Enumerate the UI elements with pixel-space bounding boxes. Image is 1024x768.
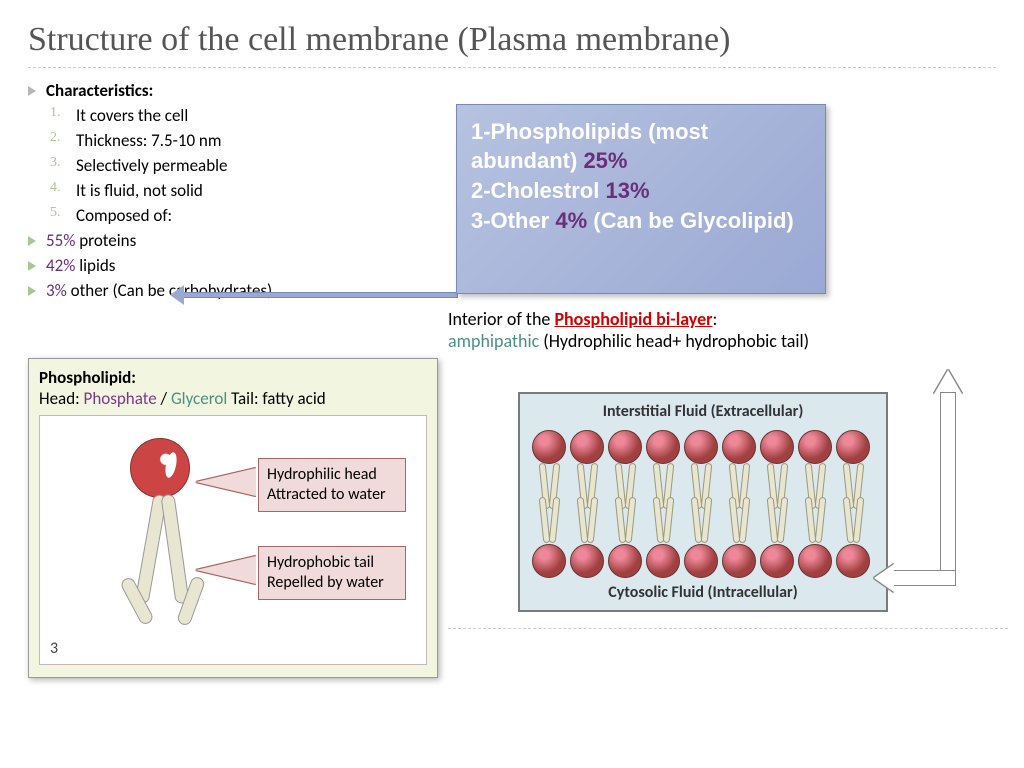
bullet-icon (28, 236, 36, 246)
composition-item: 55% proteins (28, 230, 428, 251)
list-number: 3. (50, 155, 64, 171)
interior-tail: (Hydrophilic head+ hydrophobic tail) (539, 330, 809, 352)
interior-suffix: : (713, 308, 718, 330)
list-number: 5. (50, 205, 64, 221)
characteristic-text: It is fluid, not solid (76, 180, 203, 201)
characteristic-text: It covers the cell (76, 105, 188, 126)
bilayer-bottom-row (532, 544, 870, 578)
bilayer-diagram: Interstitial Fluid (Extracellular) Cytos… (518, 392, 888, 612)
lipid-ball-icon (684, 544, 718, 578)
composition-pct: 42% (46, 255, 75, 276)
page-number: 3 (50, 639, 58, 658)
lipid-ball-icon (836, 430, 870, 464)
lipid-ball-icon (570, 544, 604, 578)
characteristic-item: 1. It covers the cell (28, 105, 428, 126)
interior-prefix: Interior of the (448, 308, 554, 330)
phospholipid-title: Phospholipid: (39, 367, 427, 388)
lipid-ball-icon (608, 544, 642, 578)
characteristic-text: Thickness: 7.5-10 nm (76, 130, 221, 151)
interior-description: Interior of the Phospholipid bi-layer: a… (448, 308, 1018, 352)
callout-arrow-icon (196, 556, 256, 584)
lipid-ball-icon (760, 544, 794, 578)
characteristic-item: 4. It is fluid, not solid (28, 180, 428, 201)
bilayer-pointer-arrow (928, 370, 968, 620)
composition-label: lipids (75, 255, 115, 276)
lipid-ball-icon (798, 544, 832, 578)
hydrophobic-callout: Hydrophobic tailRepelled by water (258, 546, 406, 600)
composition-pct: 3% (46, 280, 67, 301)
bilayer-top-label: Interstitial Fluid (Extracellular) (520, 402, 886, 421)
characteristic-text: Selectively permeable (76, 155, 228, 176)
phospholipid-subtitle: Head: Phosphate / Glycerol Tail: fatty a… (39, 388, 427, 409)
composition-label: proteins (75, 230, 136, 251)
lipid-ball-icon (836, 544, 870, 578)
bilayer-bottom-label: Cytosolic Fluid (Intracellular) (520, 583, 886, 602)
characteristics-column: Characteristics: 1. It covers the cell 2. T… (28, 80, 428, 301)
list-number: 2. (50, 130, 64, 146)
lipid-ball-icon (722, 544, 756, 578)
lipid-ball-icon (608, 430, 642, 464)
hydrophobic-tail-icon (160, 493, 189, 604)
lipid-ball-icon (570, 430, 604, 464)
hydrophilic-callout: Hydrophilic headAttracted to water (258, 458, 406, 512)
characteristics-heading: Characteristics: (46, 80, 153, 101)
bilayer-top-row (532, 430, 870, 464)
bullet-icon (28, 86, 36, 96)
phospholipid-diagram: Hydrophilic headAttracted to water Hydro… (39, 415, 427, 665)
lipid-ball-icon (684, 430, 718, 464)
phospholipid-bilayer-link: Phospholipid bi-layer (554, 308, 712, 330)
list-number: 4. (50, 180, 64, 196)
lipid-ball-icon (646, 544, 680, 578)
lipid-ball-icon (798, 430, 832, 464)
lipid-ball-icon (532, 430, 566, 464)
lipid-ball-icon (646, 430, 680, 464)
characteristic-item: 5. Composed of: (28, 205, 428, 226)
characteristics-heading-row: Characteristics: (28, 80, 428, 101)
composition-pct: 55% (46, 230, 75, 251)
lipid-composition-box: 1-Phospholipids (most abundant) 25%2-Cho… (456, 104, 826, 294)
composition-item: 42% lipids (28, 255, 428, 276)
bullet-icon (28, 261, 36, 271)
list-number: 1. (50, 105, 64, 121)
bottom-divider (448, 628, 1008, 629)
bullet-icon (28, 286, 36, 296)
lipid-ball-icon (722, 430, 756, 464)
callout-arrow-icon (196, 468, 256, 496)
lipid-ball-icon (532, 544, 566, 578)
page-title: Structure of the cell membrane (Plasma m… (28, 20, 996, 61)
characteristic-item: 3. Selectively permeable (28, 155, 428, 176)
connector-arrow (170, 288, 458, 302)
phospholipid-panel: Phospholipid: Head: Phosphate / Glycerol… (28, 358, 438, 678)
content-area: Characteristics: 1. It covers the cell 2. T… (28, 80, 996, 301)
title-divider (28, 67, 996, 68)
lipid-ball-icon (760, 430, 794, 464)
characteristic-item: 2. Thickness: 7.5-10 nm (28, 130, 428, 151)
hydrophilic-head-icon (130, 438, 190, 498)
amphipathic-text: amphipathic (448, 330, 539, 352)
characteristic-text: Composed of: (76, 205, 172, 226)
